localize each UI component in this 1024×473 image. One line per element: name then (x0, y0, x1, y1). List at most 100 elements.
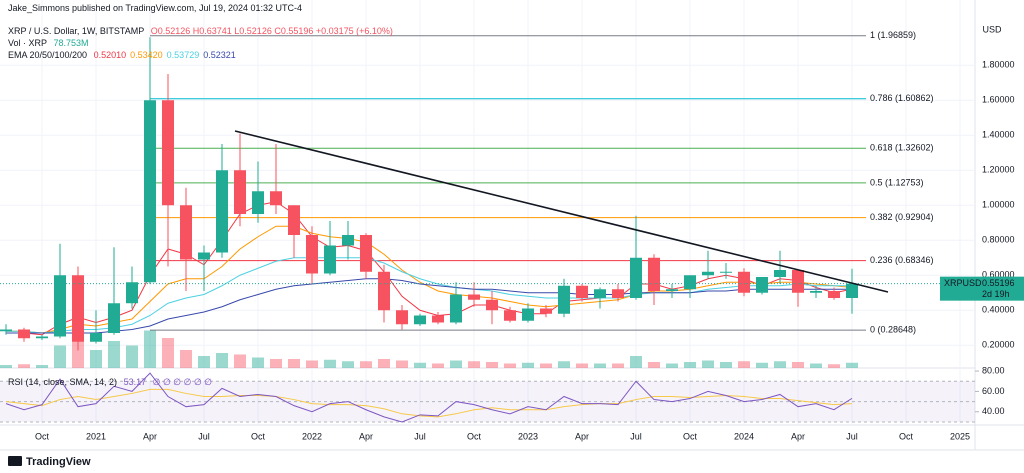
volume-bar (0, 365, 12, 368)
candle-body (432, 315, 444, 323)
volume-bar (684, 362, 696, 368)
candle-body (72, 275, 84, 342)
candle-body (288, 205, 300, 235)
fib-label: 0.618 (1.32602) (870, 143, 934, 153)
candle-body (810, 291, 822, 293)
y-tick-label: 1.20000 (982, 165, 1015, 175)
volume-bar (468, 361, 480, 368)
fib-label: 0.786 (1.60862) (870, 93, 934, 103)
rsi-label: RSI (14, close, SMA, 14, 2) (8, 377, 118, 387)
volume-bar (90, 350, 102, 368)
candle-body (738, 271, 750, 293)
fib-label: 0.5 (1.12753) (870, 177, 924, 187)
fib-label: 0.382 (0.92904) (870, 212, 934, 222)
brand: TradingView (26, 456, 91, 468)
fib-label: 0.236 (0.68346) (870, 255, 934, 265)
volume-bar (126, 345, 138, 368)
price-tag-countdown: 2d 19h (982, 289, 1010, 299)
volume-bar (720, 362, 732, 368)
y-tick-label: 1.60000 (982, 95, 1015, 105)
y-tick-label: 1.80000 (982, 60, 1015, 70)
candle-body (792, 270, 804, 293)
volume-bar (810, 363, 822, 368)
candle-body (378, 271, 390, 311)
candle-body (234, 170, 246, 214)
volume-bar (702, 360, 714, 368)
volume-bar (738, 361, 750, 368)
ema-line (6, 278, 852, 334)
candle-body (414, 315, 426, 325)
candle-body (486, 299, 498, 311)
candle-body (306, 235, 318, 274)
y-tick-label: 1.40000 (982, 130, 1015, 140)
rsi-line (5, 372, 853, 423)
y-tick-label: 0.60000 (982, 270, 1015, 280)
volume-bar (576, 363, 588, 368)
candle-body (162, 100, 174, 206)
volume-bar (270, 359, 282, 368)
brand-logo: TradingView (8, 456, 91, 468)
candle-body (540, 308, 552, 314)
volume-bar (540, 363, 552, 368)
candle-body (756, 277, 768, 293)
volume-bar (72, 338, 84, 368)
y-tick-label: 0.40000 (982, 305, 1015, 315)
volume-bar (792, 362, 804, 368)
volume-bar (198, 356, 210, 368)
candle-body (630, 257, 642, 298)
candle-body (108, 303, 120, 333)
x-tick-label: 2025 (950, 431, 970, 441)
volume-label: Vol · XRP (8, 38, 48, 48)
rsi-sma-line (5, 388, 853, 418)
currency-label: USD (982, 24, 1002, 34)
publisher: Jake_Simmons published on TradingView.co… (8, 3, 302, 13)
ema-label: EMA 20/50/100/200 (8, 50, 88, 60)
candle-body (594, 289, 606, 298)
volume-bar (234, 354, 246, 368)
candle-body (54, 275, 66, 337)
candle-body (558, 285, 570, 314)
ema-line (6, 257, 852, 334)
fib-label: 1 (1.96859) (870, 30, 916, 40)
candle-body (648, 257, 660, 291)
ohlc: O0.52126 H0.63741 L0.52126 C0.55196 +0.0… (150, 26, 393, 36)
price-tag-symbol: XRPUSD (944, 278, 982, 288)
volume-bar (432, 363, 444, 368)
volume-bar (630, 356, 642, 368)
candle-body (0, 329, 12, 332)
rsi-header: RSI (14, close, SMA, 14, 2) 53.17 ∅ ∅ ∅ … (8, 377, 216, 388)
candle-body (90, 333, 102, 342)
candle-body (324, 245, 336, 274)
volume-bar (756, 362, 768, 368)
volume-bar (774, 361, 786, 368)
volume-bar (180, 350, 192, 368)
volume-bar (612, 363, 624, 368)
x-tick-label: 2024 (734, 431, 754, 441)
rsi-tick-label: 60.00 (982, 386, 1005, 396)
candle-body (684, 275, 696, 290)
rsi-last: 53.17 (123, 377, 147, 387)
y-tick-label: 1.00000 (982, 200, 1015, 210)
rsi-tick-label: 40.00 (982, 406, 1005, 416)
x-tick-label: Oct (251, 431, 266, 441)
candle-body (828, 291, 840, 298)
candle-body (504, 310, 516, 321)
candle-body (18, 329, 30, 339)
candle-body (720, 271, 732, 273)
candle-body (180, 205, 192, 260)
volume-bar (486, 362, 498, 368)
x-tick-label: Oct (35, 431, 50, 441)
overlay: 0.20000 0.40000 0.60000 0.80000 1.00000 1.200… (35, 30, 1024, 441)
logo-icon (8, 456, 22, 466)
ema-line (6, 225, 853, 334)
volume-bar (648, 362, 660, 368)
x-tick-label: Apr (143, 431, 157, 441)
price-tag-value: 0.55196 (982, 278, 1015, 288)
volume-bar (108, 341, 120, 368)
x-tick-label: Apr (791, 431, 805, 441)
candle-body (774, 270, 786, 277)
volume-bar (396, 360, 408, 368)
volume-bar (828, 364, 840, 368)
x-tick-label: Jul (846, 431, 858, 441)
volume-bar (216, 353, 228, 368)
